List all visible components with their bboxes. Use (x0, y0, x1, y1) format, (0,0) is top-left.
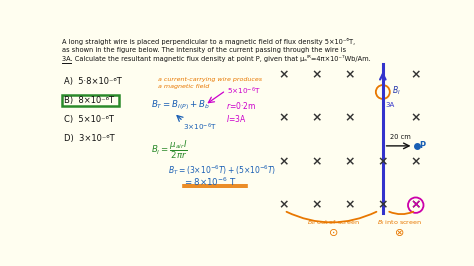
Text: ×: × (279, 68, 289, 81)
Text: ×: × (378, 199, 388, 212)
Text: ×: × (410, 68, 421, 81)
Text: $I$=3A: $I$=3A (226, 113, 246, 124)
Text: $B_T = (3{\times}10^{-6}T) + (5{\times}10^{-6}T)$: $B_T = (3{\times}10^{-6}T) + (5{\times}1… (168, 163, 276, 177)
Text: ×: × (279, 155, 289, 168)
Text: 3A: 3A (385, 102, 394, 108)
Text: A)  5·8×10⁻⁶T: A) 5·8×10⁻⁶T (64, 77, 122, 86)
Text: ×: × (410, 111, 421, 124)
Text: ×: × (410, 199, 421, 212)
Text: $B_b$ out of screen: $B_b$ out of screen (307, 218, 360, 227)
Text: ×: × (312, 111, 322, 124)
Text: ×: × (345, 111, 355, 124)
Text: a magnetic field: a magnetic field (158, 84, 210, 89)
Text: $= 8{\times}10^{-6}$ T: $= 8{\times}10^{-6}$ T (183, 175, 237, 188)
Text: ×: × (279, 111, 289, 124)
Text: ×: × (378, 155, 388, 168)
Text: ×: × (345, 155, 355, 168)
Text: ×: × (345, 68, 355, 81)
Text: $B_I$ into screen: $B_I$ into screen (377, 218, 422, 227)
Text: A long straight wire is placed perpendicular to a magnetic field of flux density: A long straight wire is placed perpendic… (63, 38, 356, 45)
Text: $B_T = B_{I(P)} + B_b$: $B_T = B_{I(P)} + B_b$ (151, 98, 210, 112)
Text: $\otimes$: $\otimes$ (394, 227, 404, 239)
Text: D)  3×10⁻⁶T: D) 3×10⁻⁶T (64, 134, 115, 143)
Text: P: P (419, 142, 425, 150)
Text: a current-carrying wire produces: a current-carrying wire produces (158, 77, 263, 82)
Text: $B_I = \dfrac{\mu_{air}I}{2\pi r}$: $B_I = \dfrac{\mu_{air}I}{2\pi r}$ (151, 138, 187, 161)
Text: $3{\times}10^{-6}$T: $3{\times}10^{-6}$T (183, 121, 218, 132)
Text: B)  8×10⁻⁶T: B) 8×10⁻⁶T (64, 96, 114, 105)
Text: ×: × (345, 199, 355, 212)
Text: 3A. Calculate the resultant magnetic flux density at point P, given that μₐᴵᴿ=4π: 3A. Calculate the resultant magnetic flu… (63, 55, 371, 62)
Text: $\odot$: $\odot$ (328, 227, 338, 239)
Text: ×: × (410, 199, 421, 212)
Text: ×: × (312, 68, 322, 81)
Text: $5{\times}10^{-6}$T: $5{\times}10^{-6}$T (227, 86, 261, 97)
Text: ×: × (410, 155, 421, 168)
Text: $B_I$: $B_I$ (392, 84, 401, 97)
Text: ×: × (312, 155, 322, 168)
Text: $r$=0·2m: $r$=0·2m (226, 100, 256, 111)
Text: as shown in the figure below. The intensity of the current passing through the w: as shown in the figure below. The intens… (63, 47, 346, 53)
Text: ×: × (279, 199, 289, 212)
Text: 20 cm: 20 cm (390, 135, 410, 140)
Text: ×: × (312, 199, 322, 212)
Text: C)  5×10⁻⁶T: C) 5×10⁻⁶T (64, 115, 114, 124)
